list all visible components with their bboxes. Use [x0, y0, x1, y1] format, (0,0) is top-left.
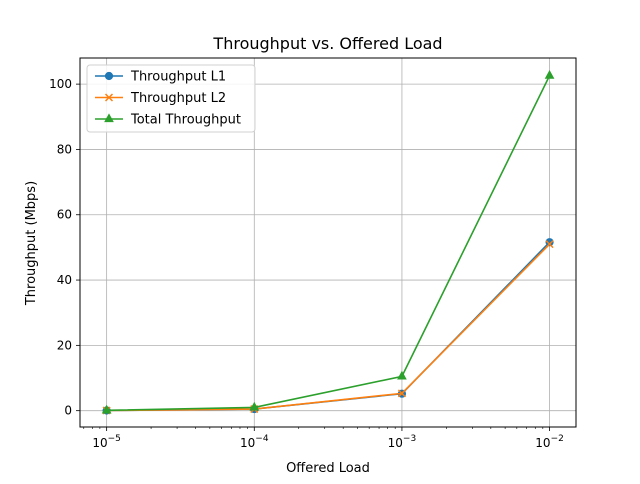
x-tick-label-exponent: −5	[108, 434, 121, 444]
x-tick-label: 10−3	[388, 434, 417, 450]
y-tick-label: 60	[57, 208, 72, 222]
x-tick-label-base: 10	[240, 436, 255, 450]
y-tick-label: 20	[57, 338, 72, 352]
x-tick-label-exponent: −2	[551, 434, 564, 444]
series-line	[106, 75, 551, 412]
x-axis-label: Offered Load	[286, 461, 370, 476]
x-tick-label: 10−4	[240, 434, 269, 450]
legend-item: Throughput L2	[95, 91, 226, 106]
x-marker-stroke	[545, 240, 554, 249]
y-tick-label: 40	[57, 273, 72, 287]
data-point	[545, 240, 554, 249]
legend-label: Throughput L1	[130, 70, 226, 85]
y-tick-label: 0	[64, 404, 72, 418]
legend-marker	[104, 71, 114, 81]
x-tick-label-base: 10	[388, 436, 403, 450]
legend-box	[86, 64, 256, 133]
y-tick-label: 100	[49, 77, 72, 91]
x-tick-label-base: 10	[92, 436, 107, 450]
chart-title: Throughput vs. Offered Load	[212, 34, 442, 53]
legend-label: Throughput L2	[130, 91, 226, 106]
data-point	[397, 389, 406, 398]
legend-label: Total Throughput	[130, 113, 241, 128]
series-line	[106, 243, 551, 412]
series-group	[101, 70, 555, 415]
data-point	[101, 404, 112, 414]
x-marker-stroke	[397, 389, 406, 398]
grid	[80, 58, 576, 427]
x-tick-label: 10−2	[535, 434, 564, 450]
legend-item: Throughput L1	[95, 70, 226, 85]
y-tick-label: 80	[57, 142, 72, 156]
legend-marker	[104, 93, 114, 102]
data-point	[545, 238, 554, 247]
legend-marker	[104, 113, 114, 123]
data-point	[544, 70, 555, 79]
y-axis-label: Throughput (Mbps)	[24, 181, 39, 306]
axes-frame	[79, 57, 577, 428]
x-tick-label: 10−5	[92, 434, 121, 450]
data-point	[397, 370, 407, 380]
legend: Throughput L1 Throughput L2 Total Throughp…	[86, 64, 256, 133]
x-tick-label-exponent: −3	[403, 434, 416, 444]
x-marker-stroke	[104, 93, 114, 102]
legend-item: Total Throughput	[95, 113, 241, 128]
data-point	[249, 401, 260, 411]
x-tick-label-base: 10	[535, 436, 550, 450]
x-tick-label-exponent: −4	[255, 434, 269, 444]
series-3	[101, 70, 555, 414]
